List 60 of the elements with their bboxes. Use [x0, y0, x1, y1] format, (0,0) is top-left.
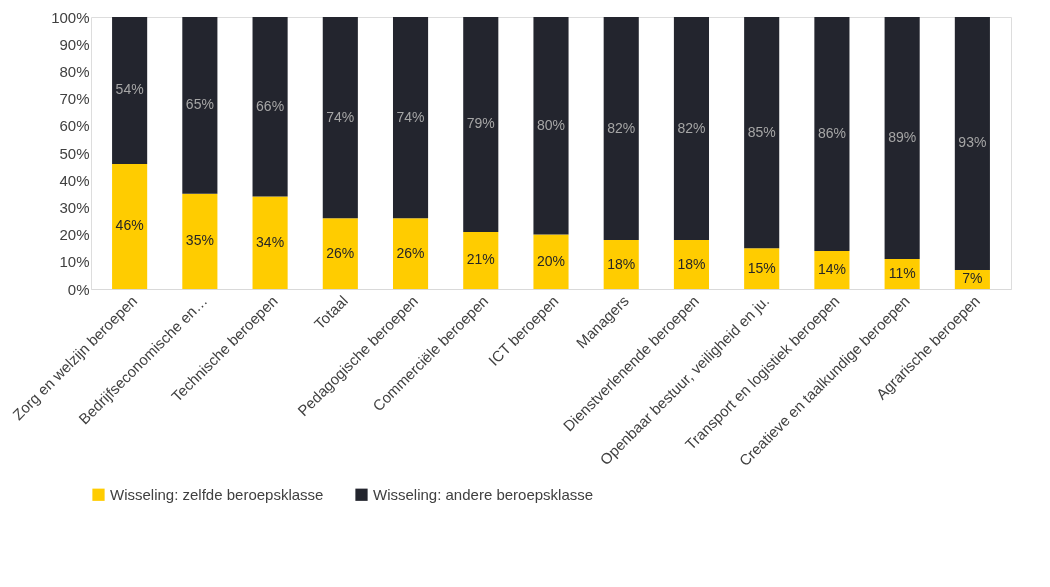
data-label: 35%: [185, 232, 214, 249]
y-tick-label: 50%: [59, 144, 90, 162]
legend-label: Wisseling: andere beroepsklasse: [373, 485, 594, 503]
y-tick-label: 20%: [59, 226, 90, 244]
bar: [252, 17, 288, 197]
bar: [673, 240, 710, 289]
data-label: 54%: [115, 81, 144, 98]
data-label: 20%: [536, 252, 566, 269]
data-label: 18%: [677, 255, 706, 272]
data-label: 14%: [817, 260, 846, 277]
bar: [112, 163, 148, 289]
data-label: 93%: [958, 134, 987, 151]
bar: [392, 17, 429, 219]
bar: [322, 218, 358, 289]
bar: [533, 17, 569, 235]
data-label: 74%: [326, 108, 355, 125]
data-label: 79%: [466, 115, 495, 132]
y-tick-label: 0%: [67, 280, 90, 298]
y-tick-label: 60%: [59, 117, 90, 135]
y-tick-label: 100%: [51, 8, 90, 26]
y-tick-label: 80%: [59, 62, 90, 80]
data-label: 80%: [536, 116, 566, 133]
data-label: 89%: [888, 129, 917, 146]
bar: [182, 17, 218, 194]
legend-label: Wisseling: zelfde beroepsklasse: [110, 485, 324, 503]
data-label: 15%: [747, 259, 776, 276]
y-tick-label: 30%: [59, 198, 90, 216]
bar: [814, 17, 850, 251]
bar: [392, 218, 429, 289]
bar: [322, 17, 358, 219]
data-label: 26%: [396, 244, 425, 261]
data-label: 82%: [607, 119, 636, 136]
data-label: 66%: [256, 97, 285, 114]
bar: [603, 17, 639, 241]
bar: [673, 17, 710, 241]
y-tick-label: 70%: [59, 90, 90, 108]
data-label: 65%: [185, 96, 214, 113]
data-label: 34%: [256, 233, 285, 250]
y-tick-label: 10%: [59, 253, 90, 271]
bar: [744, 17, 780, 249]
y-tick-label: 40%: [59, 171, 90, 189]
data-label: 82%: [677, 119, 706, 136]
data-label: 46%: [115, 217, 144, 234]
data-label: 21%: [466, 251, 495, 268]
bar: [182, 193, 218, 289]
y-tick-label: 90%: [59, 35, 90, 53]
bar: [884, 17, 920, 260]
data-label: 11%: [888, 265, 916, 282]
data-label: 7%: [962, 270, 983, 287]
bar: [112, 17, 148, 164]
data-label: 74%: [396, 108, 425, 125]
bar: [463, 231, 499, 289]
bar: [954, 17, 990, 270]
data-label: 86%: [817, 124, 846, 141]
data-label: 85%: [747, 123, 776, 140]
bar: [463, 17, 499, 232]
data-label: 26%: [326, 244, 355, 261]
bar: [252, 196, 288, 289]
data-label: 18%: [607, 255, 636, 272]
bar: [533, 234, 569, 289]
